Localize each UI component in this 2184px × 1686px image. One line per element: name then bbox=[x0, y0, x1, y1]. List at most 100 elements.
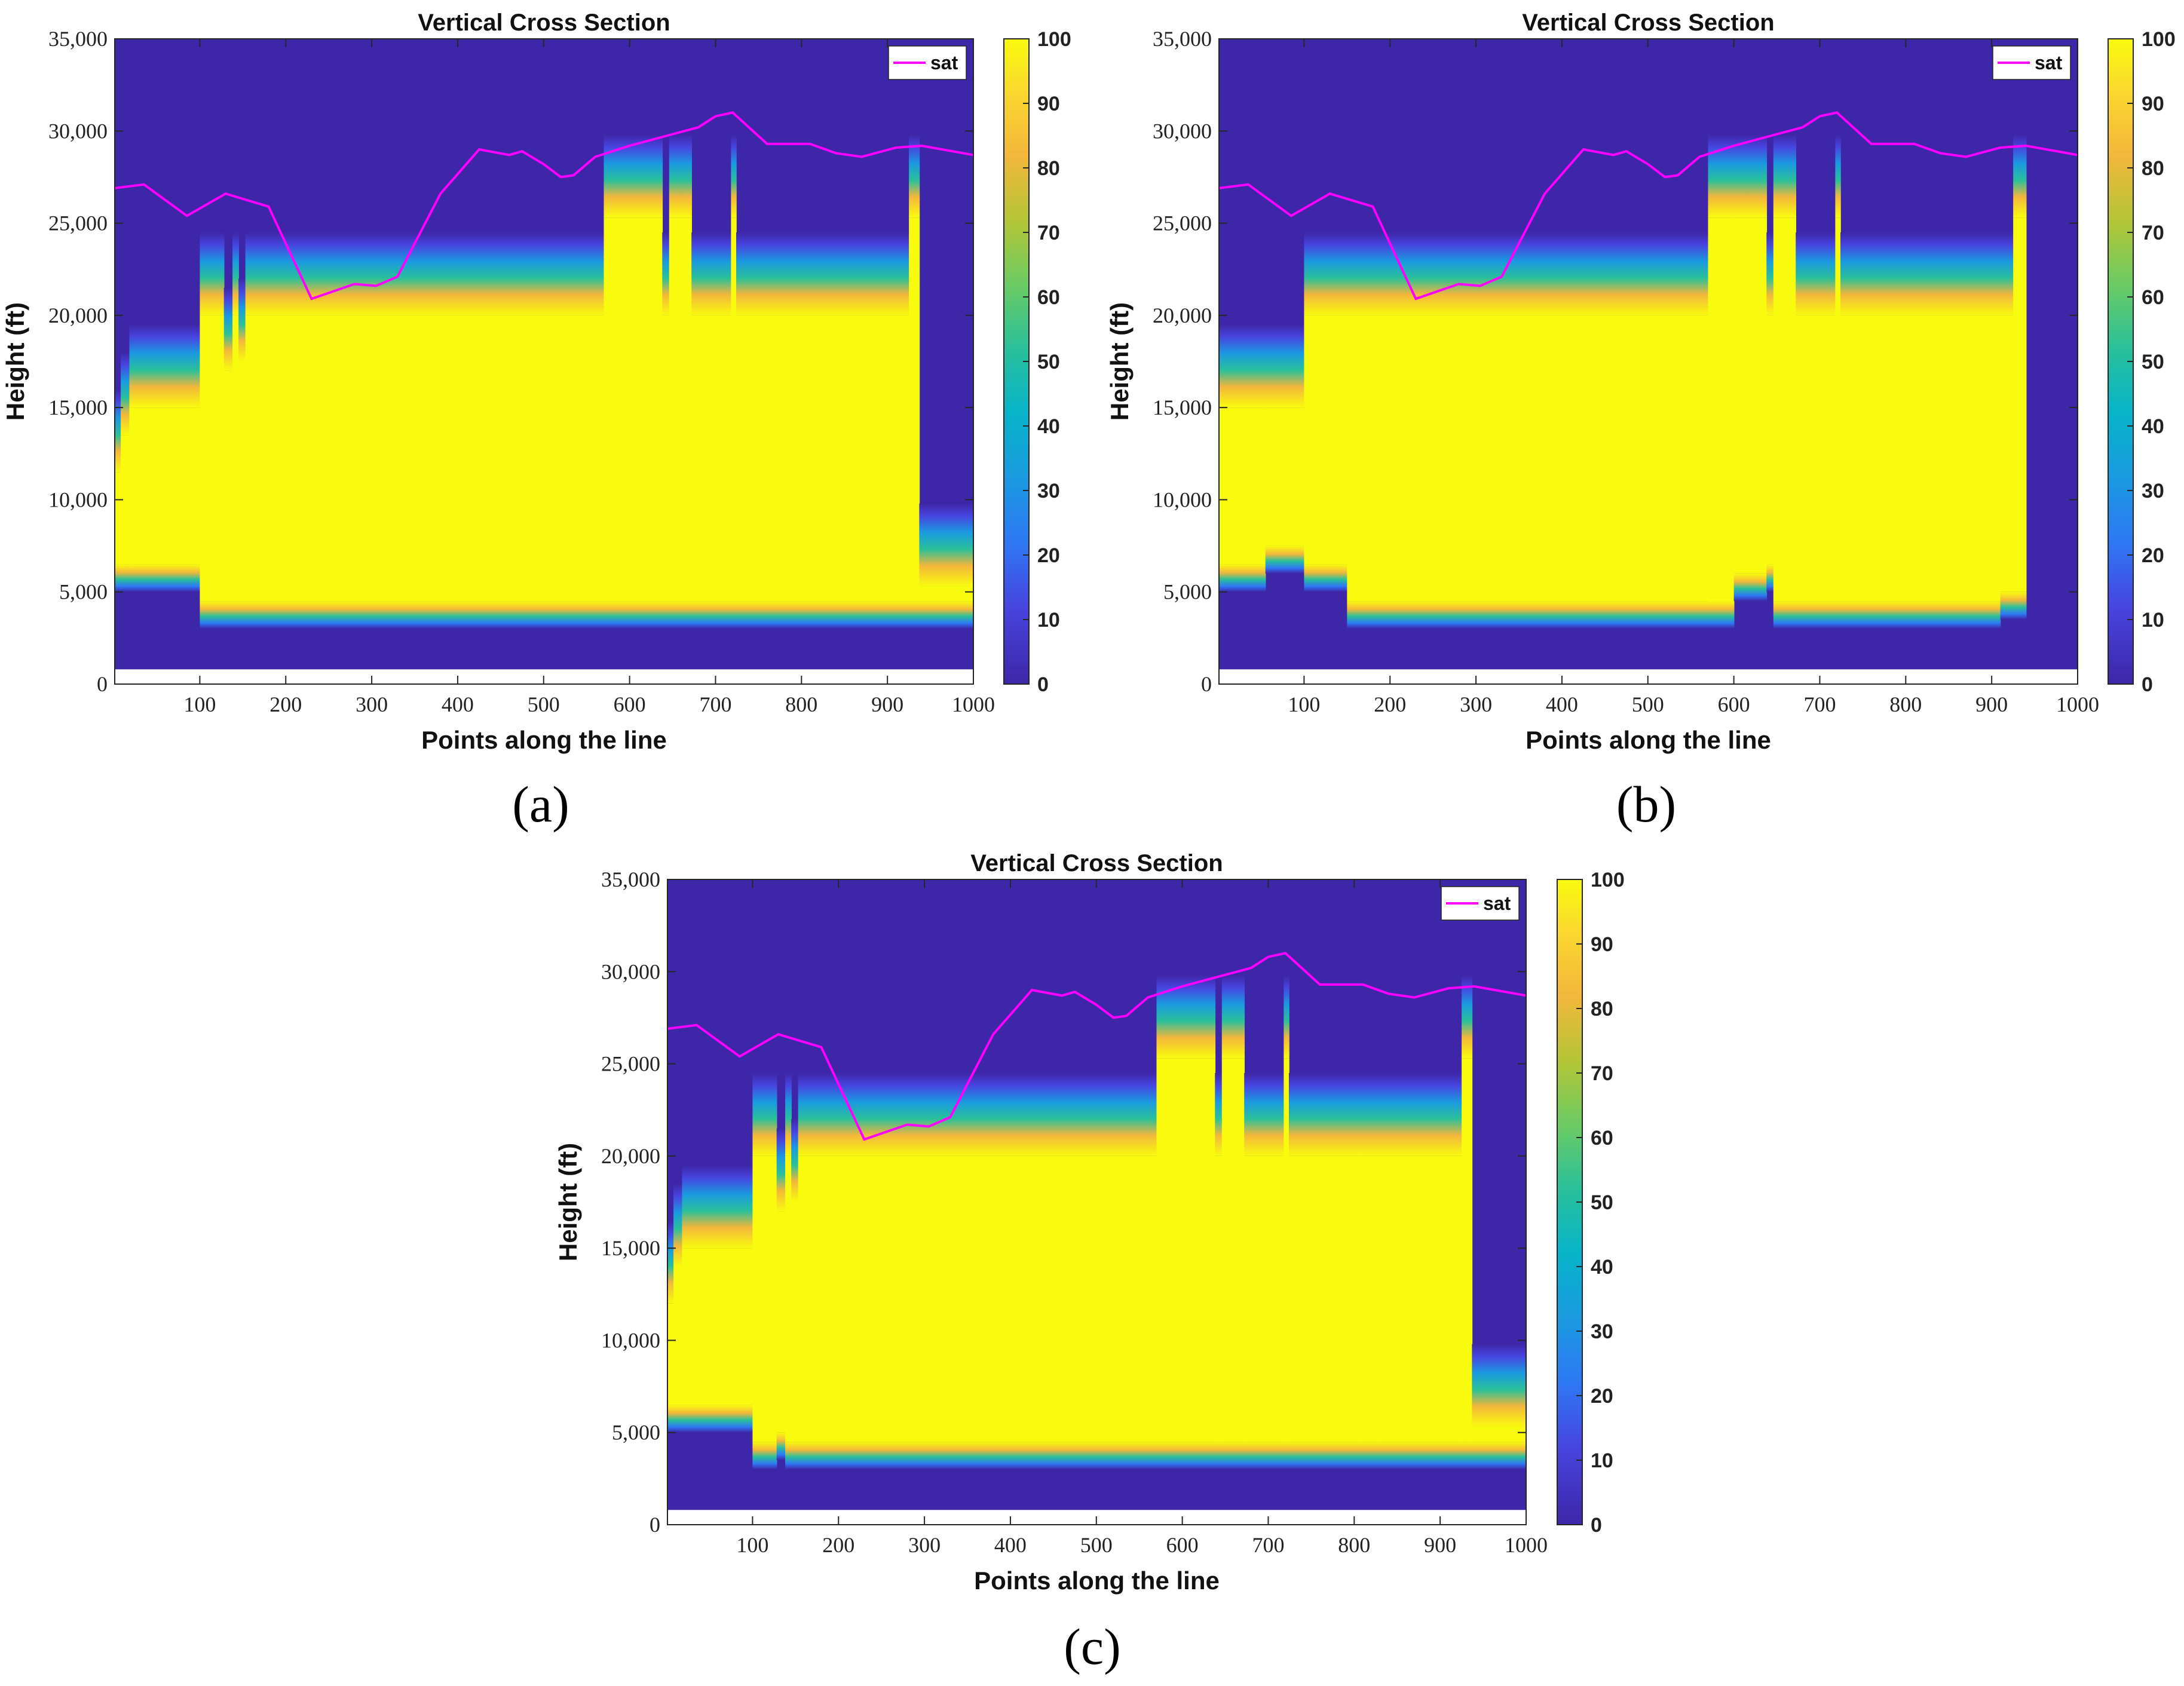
heatmap-column-12 bbox=[731, 217, 737, 602]
heatmap-column-bottom-3 bbox=[1347, 601, 1735, 629]
x-tick-label: 800 bbox=[785, 692, 817, 716]
heatmap-column-bottom-7 bbox=[798, 1442, 1157, 1470]
x-tick-label: 600 bbox=[1718, 692, 1750, 716]
panel-label-c: (c) bbox=[1064, 1618, 1120, 1675]
heatmap-column-15 bbox=[1380, 1155, 1462, 1442]
heatmap-column-bottom-9 bbox=[1835, 601, 1841, 629]
x-tick-label: 900 bbox=[1424, 1533, 1456, 1557]
x-tick-label: 1000 bbox=[2056, 692, 2099, 716]
heatmap-column-bottom-14 bbox=[805, 601, 828, 629]
heatmap-column-top-10 bbox=[669, 134, 692, 218]
x-tick-label: 900 bbox=[1975, 692, 2008, 716]
y-axis-label: Height (ft) bbox=[554, 1143, 582, 1261]
heatmap-column-3 bbox=[752, 1155, 777, 1442]
colorbar-tick-label: 20 bbox=[2142, 544, 2164, 567]
heatmap-column-9 bbox=[1835, 217, 1841, 602]
heatmap-column-top-2 bbox=[129, 324, 201, 408]
heatmap-column-bottom-11 bbox=[691, 601, 732, 629]
heatmap-column-bottom-14 bbox=[2013, 591, 2027, 620]
heatmap-column-11 bbox=[691, 315, 732, 602]
x-tick-label: 700 bbox=[1252, 1533, 1284, 1557]
colorbar-tick-label: 0 bbox=[2142, 673, 2153, 696]
colorbar-tick-label: 90 bbox=[2142, 93, 2164, 115]
heatmap-column-top-1 bbox=[121, 352, 130, 436]
heatmap-column-top-4 bbox=[1708, 134, 1735, 218]
y-tick-label: 30,000 bbox=[48, 119, 108, 143]
legend-label: sat bbox=[1483, 893, 1511, 914]
colorbar-tick-label: 70 bbox=[2142, 222, 2164, 244]
heatmap-column-bottom-3 bbox=[200, 601, 225, 629]
y-axis-label: Height (ft) bbox=[1105, 302, 1134, 421]
heatmap-column-5 bbox=[232, 315, 239, 602]
y-tick-label: 25,000 bbox=[1153, 211, 1212, 235]
heatmap-column-4 bbox=[1708, 217, 1735, 602]
plot-area bbox=[115, 39, 973, 684]
heatmap-column-top-2 bbox=[682, 1165, 753, 1249]
colorbar-tick-label: 100 bbox=[1037, 28, 1071, 51]
heatmap-column-top-12 bbox=[1284, 975, 1289, 1059]
heatmap-column-bottom-7 bbox=[1773, 601, 1796, 629]
heatmap-column-top-14 bbox=[1358, 1073, 1381, 1156]
heatmap-column-9 bbox=[662, 315, 670, 602]
heatmap-column-bottom-3 bbox=[752, 1442, 777, 1470]
heatmap-column-bottom-5 bbox=[1733, 573, 1768, 602]
heatmap-column-bottom-10 bbox=[669, 601, 692, 629]
y-tick-label: 25,000 bbox=[48, 211, 108, 235]
x-tick-label: 100 bbox=[183, 692, 216, 716]
heatmap-column-top-5 bbox=[232, 232, 239, 315]
heatmap-column-top-7 bbox=[798, 1073, 1157, 1156]
colorbar-tick-label: 80 bbox=[1591, 998, 1613, 1020]
heatmap-column-17 bbox=[1472, 1427, 1526, 1442]
colorbar-tick-label: 60 bbox=[2142, 286, 2164, 309]
y-tick-label: 20,000 bbox=[48, 304, 108, 327]
chart-title: Vertical Cross Section bbox=[1522, 10, 1774, 36]
heatmap-column-14 bbox=[1358, 1155, 1381, 1442]
heatmap-column-bottom-12 bbox=[731, 601, 737, 629]
colorbar-tick-label: 30 bbox=[1037, 480, 1060, 502]
heatmap-column-7 bbox=[1773, 217, 1796, 602]
heatmap-column-bottom-0 bbox=[667, 1405, 674, 1433]
colorbar-tick-label: 80 bbox=[1037, 157, 1060, 180]
sat-line bbox=[1219, 111, 2078, 301]
y-tick-label: 35,000 bbox=[48, 27, 108, 51]
x-tick-label: 800 bbox=[1889, 692, 1922, 716]
x-tick-label: 500 bbox=[1080, 1533, 1113, 1557]
heatmap-column-top-0 bbox=[667, 1220, 674, 1304]
heatmap-column-0 bbox=[667, 1303, 674, 1405]
heatmap-column-bottom-11 bbox=[1244, 1442, 1285, 1470]
heatmap-column-bottom-17 bbox=[1472, 1442, 1526, 1470]
heatmap-column-top-6 bbox=[1766, 232, 1774, 315]
heatmap-column-15 bbox=[827, 315, 909, 602]
heatmap-column-bottom-4 bbox=[1708, 601, 1735, 629]
x-tick-label: 500 bbox=[1632, 692, 1664, 716]
heatmap-column-10 bbox=[669, 217, 692, 602]
y-axis-label: Height (ft) bbox=[1, 302, 29, 421]
colorbar-tick-label: 100 bbox=[1591, 869, 1625, 891]
heatmap-column-14 bbox=[2013, 217, 2027, 592]
x-tick-label: 600 bbox=[614, 692, 646, 716]
heatmap-column-0 bbox=[115, 472, 121, 565]
heatmap-column-bottom-13 bbox=[1288, 1442, 1359, 1470]
x-tick-label: 300 bbox=[1460, 692, 1492, 716]
heatmap-column-top-2 bbox=[1304, 232, 1348, 315]
x-tick-label: 200 bbox=[1374, 692, 1406, 716]
heatmap-column-top-6 bbox=[791, 1119, 799, 1202]
colorbar-tick-label: 90 bbox=[1037, 93, 1060, 115]
heatmap-column-bottom-0 bbox=[1219, 564, 1266, 592]
heatmap-column-top-3 bbox=[1347, 232, 1735, 315]
heatmap-column-bottom-13 bbox=[2000, 591, 2014, 620]
heatmap-column-bottom-9 bbox=[1215, 1442, 1223, 1470]
heatmap-column-top-1 bbox=[673, 1184, 683, 1267]
heatmap-column-13 bbox=[2000, 315, 2014, 592]
heatmap-column-bottom-10 bbox=[1840, 601, 1911, 629]
x-tick-label: 300 bbox=[908, 1533, 941, 1557]
heatmap-column-top-0 bbox=[115, 389, 121, 473]
heatmap-column-top-13 bbox=[2000, 232, 2014, 315]
heatmap-column-top-10 bbox=[1840, 232, 1911, 315]
heatmap-column-bottom-1 bbox=[673, 1405, 683, 1433]
heatmap-column-top-4 bbox=[223, 287, 233, 371]
colorbar-tick-label: 20 bbox=[1037, 544, 1060, 567]
